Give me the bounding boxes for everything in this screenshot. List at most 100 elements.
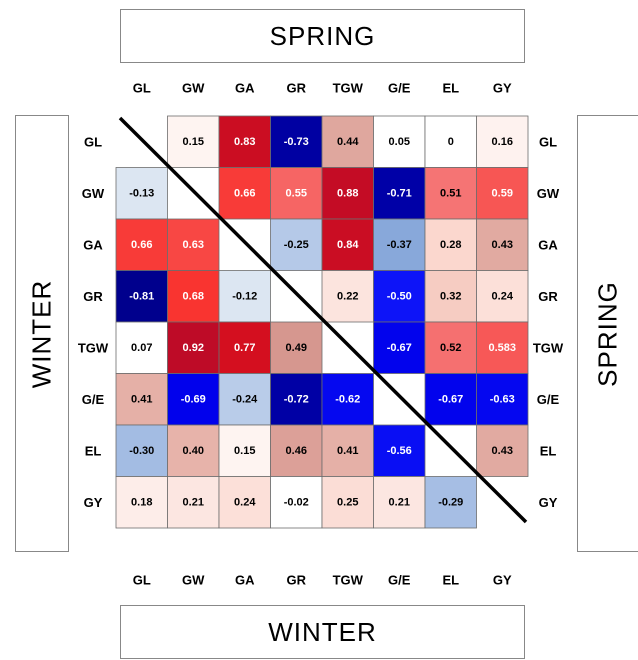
bottom-axis-label-4: TGW bbox=[333, 573, 364, 588]
heatmap-cell-GY-EL bbox=[424, 476, 477, 529]
cell-value-GA-TGW: 0.84 bbox=[337, 239, 359, 251]
left-axis-label-7: GY bbox=[84, 495, 103, 510]
heatmap-cell-GA-GW bbox=[167, 218, 220, 271]
right-axis-label-7: GY bbox=[539, 495, 558, 510]
right-axis-label-5: G/E bbox=[537, 392, 560, 407]
heatmap-cell-GY-G/E bbox=[373, 476, 426, 529]
cell-value-GR-GY: 0.24 bbox=[492, 290, 514, 302]
right-axis-label-2: GA bbox=[538, 237, 558, 252]
cell-value-TGW-GW: 0.92 bbox=[183, 342, 204, 354]
heatmap-cell-TGW-GA bbox=[218, 321, 271, 374]
cell-value-GL-EL: 0 bbox=[448, 136, 454, 148]
heatmap-cell-TGW-GR bbox=[270, 321, 323, 374]
cell-value-GR-GA: -0.12 bbox=[232, 290, 257, 302]
cell-value-GL-G/E: 0.05 bbox=[389, 136, 410, 148]
heatmap-cell-GY-GW bbox=[167, 476, 220, 529]
heatmap-cell-GA-GR bbox=[270, 218, 323, 271]
heatmap-cell-GY-TGW bbox=[321, 476, 374, 529]
cell-value-TGW-GR: 0.49 bbox=[286, 342, 307, 354]
right-axis-label-0: GL bbox=[539, 134, 557, 149]
cell-value-GY-GA: 0.24 bbox=[234, 496, 256, 508]
heatmap-cell-TGW-EL bbox=[424, 321, 477, 374]
heatmap-cell-GA-GY bbox=[476, 218, 529, 271]
heatmap-cell-G/E-GY bbox=[476, 373, 529, 426]
heatmap-cell-GL-GW bbox=[167, 115, 220, 168]
heatmap-cell-GR-G/E bbox=[373, 270, 426, 323]
heatmap-cell-GW-GY bbox=[476, 167, 529, 220]
cell-value-GR-TGW: 0.22 bbox=[337, 290, 358, 302]
heatmap-cell-EL-GY bbox=[476, 424, 529, 477]
heatmap-cell-EL-GA bbox=[218, 424, 271, 477]
cell-value-GL-GR: -0.73 bbox=[284, 136, 309, 148]
cell-value-GR-G/E: -0.50 bbox=[387, 290, 412, 302]
heatmap-cell-GL-EL bbox=[424, 115, 477, 168]
cell-value-GW-GL: -0.13 bbox=[129, 187, 154, 199]
heatmap-cell-GY-GR bbox=[270, 476, 323, 529]
heatmap-cell-GL-G/E bbox=[373, 115, 426, 168]
heatmap-cell-GR-TGW bbox=[321, 270, 374, 323]
spring-title-box: SPRING bbox=[120, 9, 525, 63]
right-axis-label-1: GW bbox=[537, 186, 560, 201]
heatmap-cell-TGW-GL bbox=[115, 321, 168, 374]
heatmap-cell-G/E-EL bbox=[424, 373, 477, 426]
cell-value-GL-GA: 0.83 bbox=[234, 136, 255, 148]
winter-title: WINTER bbox=[268, 616, 377, 647]
cell-value-GY-GR: -0.02 bbox=[284, 496, 309, 508]
cell-value-G/E-GY: -0.63 bbox=[490, 393, 515, 405]
heatmap-cell-GL-GA bbox=[218, 115, 271, 168]
bottom-axis-label-3: GR bbox=[287, 573, 307, 588]
heatmap-cell-GR-GY bbox=[476, 270, 529, 323]
top-axis-label-5: G/E bbox=[388, 81, 411, 96]
heatmap-cell-TGW-GY bbox=[476, 321, 529, 374]
cell-value-TGW-G/E: -0.67 bbox=[387, 342, 412, 354]
cell-value-GY-TGW: 0.25 bbox=[337, 496, 358, 508]
top-axis-label-1: GW bbox=[182, 81, 205, 96]
spring-title: SPRING bbox=[269, 20, 376, 51]
cell-value-EL-GL: -0.30 bbox=[129, 445, 154, 457]
heatmap-cell-GY-GA bbox=[218, 476, 271, 529]
heatmap-cell-GL-GY bbox=[476, 115, 529, 168]
right-axis-label-4: TGW bbox=[533, 340, 564, 355]
cell-value-GR-GL: -0.81 bbox=[129, 290, 154, 302]
cell-value-GL-TGW: 0.44 bbox=[337, 136, 359, 148]
diagonal-line bbox=[118, 116, 528, 524]
heatmap-cell-GA-GL bbox=[115, 218, 168, 271]
heatmap-cell-G/E-GR bbox=[270, 373, 323, 426]
cell-value-EL-GW: 0.40 bbox=[183, 445, 204, 457]
cell-value-GW-G/E: -0.71 bbox=[387, 187, 412, 199]
cell-value-GW-GA: 0.66 bbox=[234, 187, 255, 199]
heatmap-cell-GW-GL bbox=[115, 167, 168, 220]
bottom-axis-label-7: GY bbox=[493, 573, 512, 588]
cell-value-G/E-GA: -0.24 bbox=[232, 393, 258, 405]
cell-value-GW-GR: 0.55 bbox=[286, 187, 307, 199]
heatmap-cell-GR-GA bbox=[218, 270, 271, 323]
heatmap-cell-GR-GW bbox=[167, 270, 220, 323]
heatmap-cell-GW-GA bbox=[218, 167, 271, 220]
top-axis-label-4: TGW bbox=[333, 81, 364, 96]
bottom-axis-label-6: EL bbox=[442, 573, 459, 588]
cell-value-GY-EL: -0.29 bbox=[438, 496, 463, 508]
top-axis-label-3: GR bbox=[287, 81, 307, 96]
cell-value-GA-GL: 0.66 bbox=[131, 239, 152, 251]
heatmap-cell-GW-TGW bbox=[321, 167, 374, 220]
cell-value-EL-GR: 0.46 bbox=[286, 445, 307, 457]
heatmap-cell-G/E-GL bbox=[115, 373, 168, 426]
cell-value-GA-GY: 0.43 bbox=[492, 239, 513, 251]
heatmap-cell-GL-GR bbox=[270, 115, 323, 168]
left-axis-label-4: TGW bbox=[78, 340, 109, 355]
right-axis-label-3: GR bbox=[538, 289, 558, 304]
cell-value-GL-GY: 0.16 bbox=[492, 136, 513, 148]
cell-value-G/E-EL: -0.67 bbox=[438, 393, 463, 405]
heatmap-cell-GL-TGW bbox=[321, 115, 374, 168]
cell-value-EL-GA: 0.15 bbox=[234, 445, 255, 457]
heatmap-cell-G/E-GA bbox=[218, 373, 271, 426]
cell-value-GA-EL: 0.28 bbox=[440, 239, 461, 251]
cell-value-TGW-GY: 0.583 bbox=[488, 342, 516, 354]
heatmap-cell-EL-GR bbox=[270, 424, 323, 477]
cell-value-TGW-EL: 0.52 bbox=[440, 342, 461, 354]
cell-value-G/E-GL: 0.41 bbox=[131, 393, 152, 405]
heatmap-cell-GA-G/E bbox=[373, 218, 426, 271]
winter-side-box: WINTER bbox=[15, 115, 69, 552]
cell-value-TGW-GA: 0.77 bbox=[234, 342, 255, 354]
